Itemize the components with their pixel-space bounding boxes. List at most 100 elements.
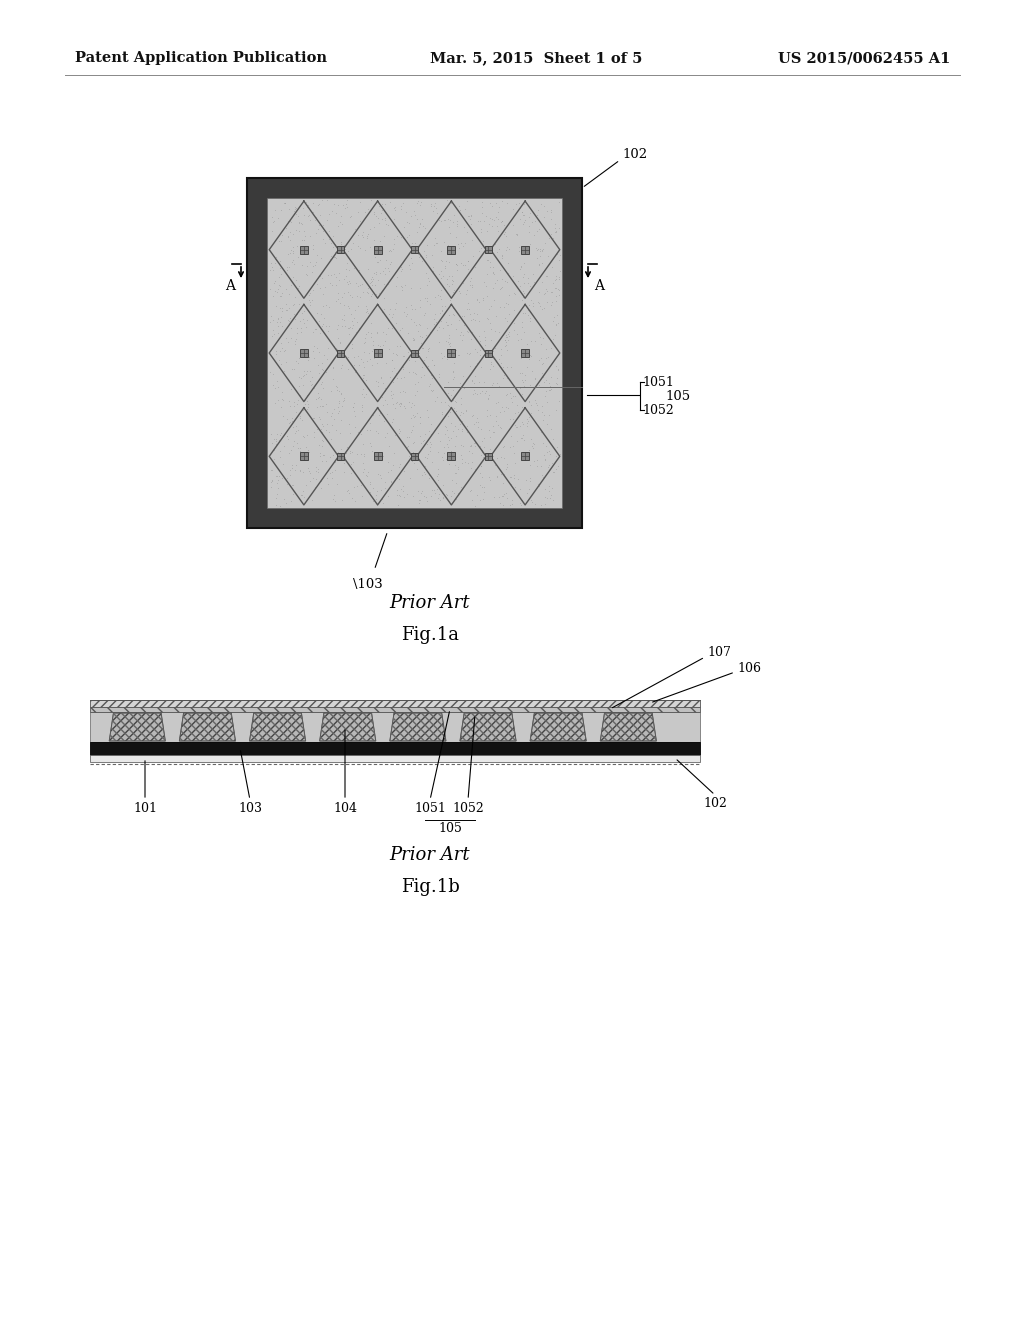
Point <box>451 238 467 259</box>
Point <box>437 424 454 445</box>
Point <box>300 393 316 414</box>
Point <box>314 315 331 337</box>
Point <box>447 400 464 421</box>
Point <box>525 224 542 246</box>
Point <box>523 490 540 511</box>
Text: US 2015/0062455 A1: US 2015/0062455 A1 <box>777 51 950 65</box>
Point <box>446 366 463 387</box>
Point <box>501 304 517 325</box>
Point <box>307 461 324 482</box>
Point <box>435 450 452 471</box>
Point <box>438 348 455 370</box>
Point <box>374 193 390 214</box>
Point <box>353 224 370 246</box>
Point <box>478 400 495 421</box>
Point <box>351 286 368 308</box>
Point <box>323 405 339 426</box>
Point <box>551 280 567 301</box>
Point <box>430 441 446 462</box>
Point <box>292 405 308 426</box>
Point <box>540 280 556 301</box>
Point <box>489 215 506 236</box>
Point <box>537 494 553 515</box>
Point <box>431 490 447 511</box>
Point <box>380 273 396 294</box>
Point <box>429 232 445 253</box>
Point <box>280 226 296 247</box>
Point <box>459 222 475 243</box>
Point <box>473 222 489 243</box>
Point <box>516 321 532 342</box>
Point <box>433 268 450 289</box>
Point <box>509 395 525 416</box>
Point <box>336 388 352 409</box>
Point <box>542 372 558 393</box>
Point <box>472 211 488 232</box>
Point <box>354 384 371 405</box>
Point <box>453 372 469 393</box>
Point <box>308 302 325 323</box>
Point <box>440 396 457 417</box>
Point <box>460 251 476 272</box>
Point <box>452 409 468 430</box>
Point <box>467 310 483 331</box>
Point <box>325 488 341 510</box>
Point <box>382 239 398 260</box>
Point <box>298 191 314 213</box>
Point <box>354 379 371 400</box>
Point <box>270 322 287 343</box>
Point <box>417 447 433 469</box>
Point <box>383 384 399 405</box>
Point <box>524 436 541 457</box>
Point <box>486 264 503 285</box>
Point <box>529 199 546 220</box>
Point <box>290 437 306 458</box>
Point <box>532 265 549 286</box>
Point <box>295 400 311 421</box>
Point <box>370 251 386 272</box>
Point <box>416 348 432 370</box>
Point <box>461 205 477 226</box>
Point <box>362 471 379 492</box>
Point <box>452 199 468 220</box>
Point <box>322 228 338 249</box>
Point <box>387 345 403 366</box>
Text: 1052: 1052 <box>642 404 674 417</box>
Point <box>382 253 398 275</box>
Point <box>484 416 501 437</box>
Point <box>416 484 432 506</box>
Point <box>490 487 507 508</box>
Point <box>334 315 350 337</box>
Point <box>360 343 377 364</box>
Point <box>292 461 308 482</box>
Point <box>434 300 451 321</box>
Point <box>372 282 388 304</box>
Point <box>341 318 357 339</box>
Point <box>313 429 330 450</box>
Point <box>369 484 385 506</box>
Point <box>328 449 344 470</box>
Point <box>313 436 330 457</box>
Point <box>454 420 470 441</box>
Point <box>478 206 495 227</box>
Point <box>315 444 332 465</box>
Point <box>420 268 436 289</box>
Point <box>430 487 446 508</box>
Point <box>522 429 539 450</box>
Point <box>305 193 322 214</box>
Point <box>273 285 290 306</box>
Point <box>268 424 285 445</box>
Point <box>319 474 336 495</box>
Point <box>534 401 550 422</box>
Point <box>478 276 495 297</box>
Point <box>370 463 386 484</box>
Point <box>530 374 547 395</box>
Point <box>278 492 294 513</box>
Point <box>445 360 462 381</box>
Point <box>416 304 432 325</box>
Point <box>347 491 364 512</box>
Point <box>469 352 485 374</box>
Point <box>532 211 549 232</box>
Point <box>495 268 511 289</box>
Point <box>398 483 415 504</box>
